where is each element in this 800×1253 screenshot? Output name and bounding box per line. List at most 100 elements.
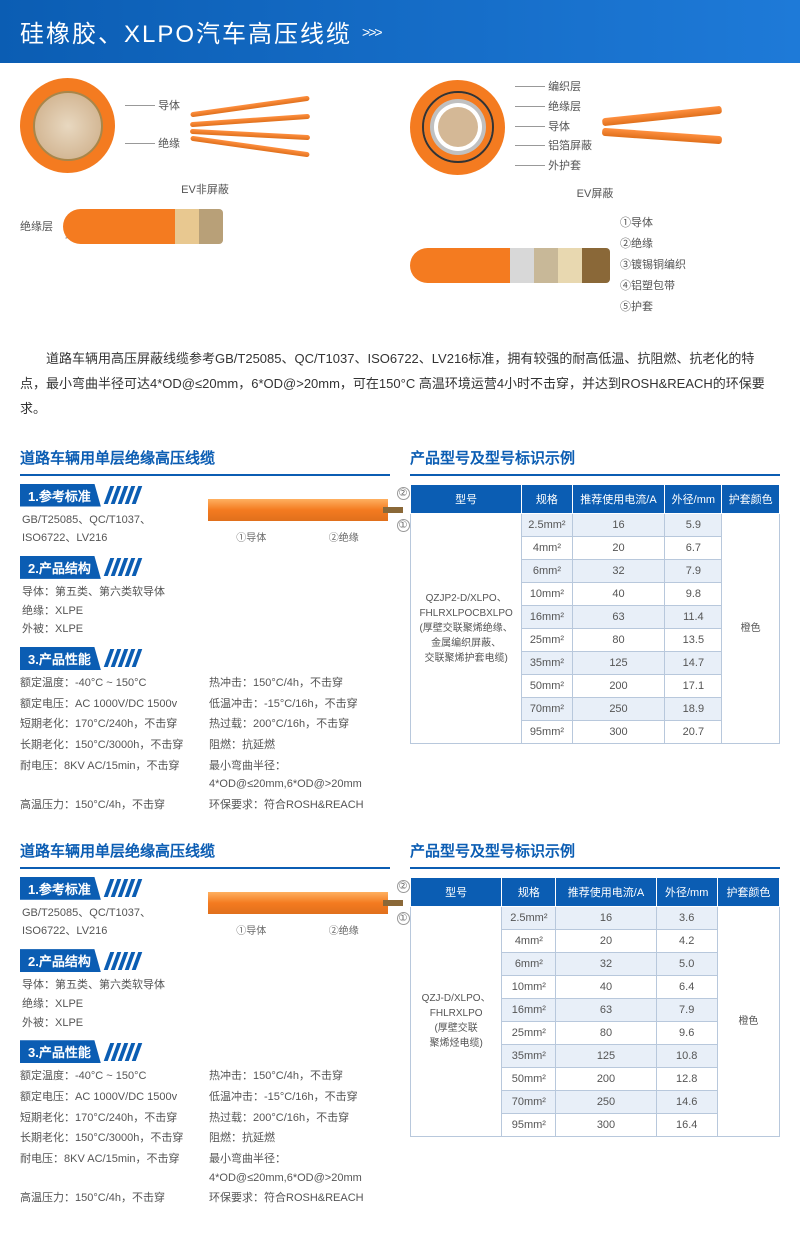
table-cell: 80 bbox=[556, 1021, 656, 1044]
table-cell: 250 bbox=[572, 697, 665, 720]
table-cell: 50mm² bbox=[502, 1067, 556, 1090]
table-cell: 63 bbox=[572, 605, 665, 628]
sec1-h1: 1.参考标准 bbox=[20, 484, 205, 507]
sec2-h1: 1.参考标准 bbox=[20, 877, 205, 900]
perf-item: 阻燃：抗延燃 bbox=[209, 1129, 390, 1148]
table-cell: 3.6 bbox=[656, 906, 717, 929]
sec1-right-title: 产品型号及型号标识示例 bbox=[410, 447, 780, 476]
label-al-shield: 铝箔屏蔽 bbox=[548, 140, 592, 152]
perf-item: 低温冲击：-15°C/16h，不击穿 bbox=[209, 695, 390, 714]
table-cell: 40 bbox=[556, 975, 656, 998]
table-cell: 6.4 bbox=[656, 975, 717, 998]
page-content: 导体 绝缘 EV非屏蔽 绝缘层 绞合导体 bbox=[0, 63, 800, 1253]
table-cell: 20 bbox=[556, 929, 656, 952]
sec1-perf-grid: 额定温度：-40°C ~ 150°C热冲击：150°C/4h，不击穿额定电压：A… bbox=[20, 674, 390, 815]
table-header: 规格 bbox=[502, 877, 556, 906]
perf-item: 低温冲击：-15°C/16h，不击穿 bbox=[209, 1088, 390, 1107]
perf-item: 热冲击：150°C/4h，不击穿 bbox=[209, 674, 390, 693]
table-cell: 9.6 bbox=[656, 1021, 717, 1044]
table-cell: 16.4 bbox=[656, 1113, 717, 1136]
table-cell: 80 bbox=[572, 628, 665, 651]
table-cell: 6mm² bbox=[522, 559, 572, 582]
table-cell: 9.8 bbox=[665, 582, 722, 605]
section-1-left: 道路车辆用单层绝缘高压线缆 ② ① ①导体 ②绝缘 1.参考标准 bbox=[20, 447, 390, 815]
table-header: 型号 bbox=[411, 877, 502, 906]
cable-cross-section-shielded bbox=[410, 80, 505, 175]
table-cell: 200 bbox=[556, 1067, 656, 1090]
table-cell: 32 bbox=[572, 559, 665, 582]
mark-insulation: ②绝缘 bbox=[329, 529, 359, 544]
section-2-right: 产品型号及型号标识示例 型号规格推荐使用电流/A外径/mm护套颜色QZJ-D/X… bbox=[410, 840, 780, 1208]
table-cell: 13.5 bbox=[665, 628, 722, 651]
table-cell: 40 bbox=[572, 582, 665, 605]
section-2: 道路车辆用单层绝缘高压线缆 ② ① ①导体 ②绝缘 1.参考标准 bbox=[20, 840, 780, 1208]
label-braid: 编织层 bbox=[548, 81, 581, 93]
comp-3: ③镀锡铜编织 bbox=[620, 255, 686, 276]
table-cell: 300 bbox=[556, 1113, 656, 1136]
table-header: 护套颜色 bbox=[717, 877, 779, 906]
sec2-h2-label: 2.产品结构 bbox=[20, 949, 101, 972]
table-cell: 25mm² bbox=[522, 628, 572, 651]
sec1-h1-label: 1.参考标准 bbox=[20, 484, 101, 507]
sec1-h2: 2.产品结构 bbox=[20, 556, 390, 579]
sec1-b2c: 外被：XLPE bbox=[22, 620, 390, 639]
perf-item: 环保要求：符合ROSH&REACH bbox=[209, 1189, 390, 1208]
model-cell: QZJP2-D/XLPO、 FHLRXLPOCBXLPO (厚壁交联聚烯绝缘、 … bbox=[411, 513, 522, 743]
comp-5: ⑤护套 bbox=[620, 297, 686, 318]
table-cell: 35mm² bbox=[522, 651, 572, 674]
sec2-h2: 2.产品结构 bbox=[20, 949, 390, 972]
top-diagrams: 导体 绝缘 EV非屏蔽 绝缘层 绞合导体 bbox=[20, 63, 780, 329]
mark2-conductor: ①导体 bbox=[236, 922, 266, 937]
table-cell: 6.7 bbox=[665, 536, 722, 559]
sec1-b2b: 绝缘：XLPE bbox=[22, 602, 390, 621]
table-cell: 16mm² bbox=[502, 998, 556, 1021]
table-cell: 10mm² bbox=[502, 975, 556, 998]
description-text: 道路车辆用高压屏蔽线缆参考GB/T25085、QC/T1037、ISO6722、… bbox=[20, 347, 780, 421]
caption-ev-unshielded: EV非屏蔽 bbox=[20, 181, 390, 197]
table-header: 护套颜色 bbox=[722, 484, 780, 513]
table-cell: 250 bbox=[556, 1090, 656, 1113]
section-1-right: 产品型号及型号标识示例 型号规格推荐使用电流/A外径/mm护套颜色QZJP2-D… bbox=[410, 447, 780, 815]
table-header: 规格 bbox=[522, 484, 572, 513]
sec1-left-title: 道路车辆用单层绝缘高压线缆 bbox=[20, 447, 390, 476]
perf-item: 额定温度：-40°C ~ 150°C bbox=[20, 1067, 201, 1086]
table-cell: 4mm² bbox=[502, 929, 556, 952]
table-cell: 95mm² bbox=[522, 720, 572, 743]
perf-item: 短期老化：170°C/240h，不击穿 bbox=[20, 715, 201, 734]
sec1-b2a: 导体：第五类、第六类软导体 bbox=[22, 583, 390, 602]
table-cell: 18.9 bbox=[665, 697, 722, 720]
perf-item: 短期老化：170°C/240h，不击穿 bbox=[20, 1109, 201, 1128]
perf-item: 额定温度：-40°C ~ 150°C bbox=[20, 674, 201, 693]
title-arrows: >>> bbox=[362, 24, 381, 40]
diagram-left-column: 导体 绝缘 EV非屏蔽 绝缘层 绞合导体 bbox=[20, 78, 390, 329]
perf-item: 高温压力：150°C/4h，不击穿 bbox=[20, 796, 201, 815]
table-header: 推荐使用电流/A bbox=[572, 484, 665, 513]
sec2-h3: 3.产品性能 bbox=[20, 1040, 390, 1063]
cable-diagram-2: ② ① bbox=[208, 892, 388, 914]
shielded-labels: 编织层 绝缘层 导体 铝箔屏蔽 外护套 bbox=[515, 78, 592, 177]
table-cell: 4mm² bbox=[522, 536, 572, 559]
table-row: QZJP2-D/XLPO、 FHLRXLPOCBXLPO (厚壁交联聚烯绝缘、 … bbox=[411, 513, 780, 536]
table-cell: 14.7 bbox=[665, 651, 722, 674]
table-cell: 63 bbox=[556, 998, 656, 1021]
perf-item: 耐电压：8KV AC/15min，不击穿 bbox=[20, 757, 201, 794]
perf-item: 热冲击：150°C/4h，不击穿 bbox=[209, 1067, 390, 1086]
table-cell: 12.8 bbox=[656, 1067, 717, 1090]
table-header: 外径/mm bbox=[665, 484, 722, 513]
table-cell: 20 bbox=[572, 536, 665, 559]
mark2-insulation: ②绝缘 bbox=[329, 922, 359, 937]
perf-item: 额定电压：AC 1000V/DC 1500v bbox=[20, 1088, 201, 1107]
cable-cross-section-simple bbox=[20, 78, 115, 173]
table-cell: 70mm² bbox=[522, 697, 572, 720]
shielded-strip-diagram bbox=[410, 248, 610, 283]
perf-item: 环保要求：符合ROSH&REACH bbox=[209, 796, 390, 815]
color-cell: 橙色 bbox=[722, 513, 780, 743]
label-conductor2: 导体 bbox=[548, 121, 570, 133]
strip-label-insulation: 绝缘层 bbox=[20, 216, 53, 238]
sec2-h3-label: 3.产品性能 bbox=[20, 1040, 101, 1063]
table-cell: 5.0 bbox=[656, 952, 717, 975]
comp-1: ①导体 bbox=[620, 213, 686, 234]
section-2-left: 道路车辆用单层绝缘高压线缆 ② ① ①导体 ②绝缘 1.参考标准 bbox=[20, 840, 390, 1208]
shielded-wire-image bbox=[602, 97, 722, 157]
table-cell: 7.9 bbox=[656, 998, 717, 1021]
